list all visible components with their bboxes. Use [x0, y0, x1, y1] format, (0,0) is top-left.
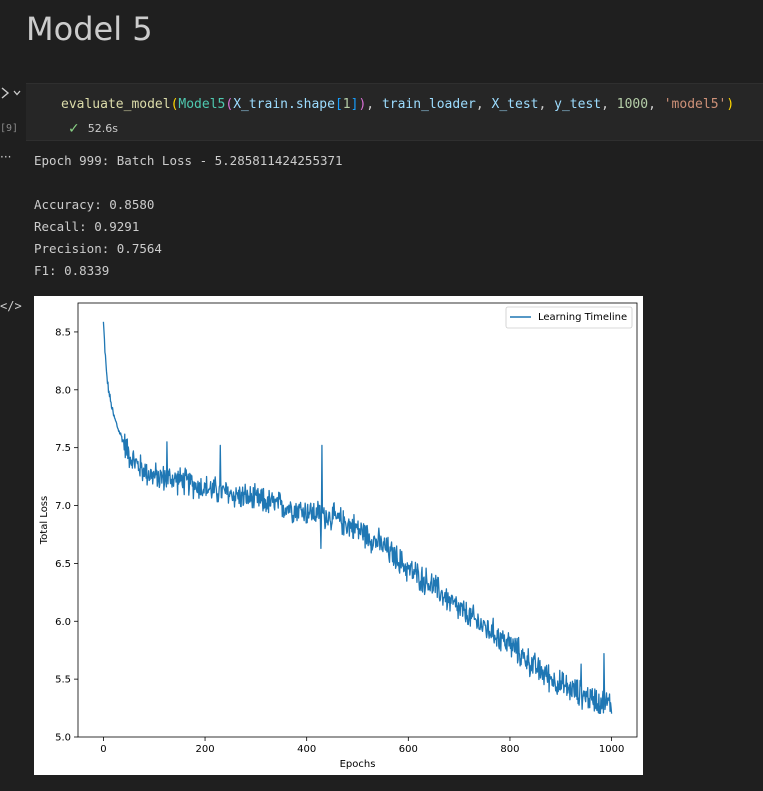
- y-tick-label: 8.5: [55, 327, 71, 338]
- output-line: Recall: 0.9291: [34, 219, 140, 234]
- x-tick-label: 1000: [599, 744, 624, 755]
- code-token-var: X_test: [491, 97, 539, 112]
- y-tick-label: 6.5: [55, 559, 71, 570]
- y-tick-label: 5.5: [55, 675, 71, 686]
- legend: Learning Timeline: [505, 306, 633, 329]
- code-token-comma: ,: [538, 97, 555, 112]
- code-token-comma: ,: [601, 97, 617, 112]
- x-tick-label: 400: [297, 744, 316, 755]
- legend-label: Learning Timeline: [538, 312, 627, 323]
- chevron-down-icon[interactable]: [12, 87, 22, 102]
- output-line: Epoch 999: Batch Loss - 5.28581142425537…: [34, 153, 343, 168]
- plot-output: 0 200 400 600 800 1000 5.0 5.5 6.0 6.5 7.0 7.5 8.0 8.…: [34, 296, 643, 775]
- output-line: Accuracy: 0.8580: [34, 197, 155, 212]
- x-axis-label: Epochs: [340, 759, 376, 770]
- run-icon[interactable]: [0, 86, 10, 104]
- code-icon[interactable]: </>: [0, 299, 22, 313]
- code-token-string: 'model5': [663, 97, 727, 112]
- execution-count: [9]: [0, 123, 19, 134]
- cell-run-controls[interactable]: [0, 86, 26, 106]
- code-token-class: Model5: [178, 97, 226, 112]
- code-token-number: 1: [342, 97, 351, 112]
- x-tick-label: 800: [500, 744, 519, 755]
- code-token-comma: ,: [475, 97, 492, 112]
- output-line: ​: [34, 172, 343, 194]
- code-token-attr: .shape: [288, 97, 335, 112]
- cell-output: Epoch 999: Batch Loss - 5.28581142425537…: [34, 150, 343, 282]
- code-token-paren: ): [358, 97, 367, 112]
- y-tick-label: 7.5: [55, 443, 71, 454]
- execution-duration: 52.6s: [87, 122, 118, 135]
- code-cell[interactable]: evaluate_model(Model5(X_train.shape[1]),…: [26, 83, 763, 141]
- code-token-var: y_test: [554, 97, 602, 112]
- check-icon: ✓: [68, 121, 80, 137]
- legend-box: [505, 306, 633, 329]
- y-tick-label: 6.0: [55, 617, 71, 628]
- x-tick-label: 0: [100, 744, 106, 755]
- series-line-learning-timeline: [102, 321, 613, 715]
- code-token-var: X_train: [233, 97, 288, 112]
- x-tick-label: 200: [195, 744, 214, 755]
- output-line: F1: 0.8339: [34, 263, 110, 278]
- code-token-number: 1000: [616, 97, 649, 112]
- y-tick-label: 8.0: [55, 385, 71, 396]
- y-axis-label: Total Loss: [39, 496, 50, 545]
- y-tick-label: 7.0: [55, 501, 71, 512]
- cell-status: ✓ 52.6s: [68, 120, 118, 137]
- code-token-bracket: [: [334, 97, 343, 112]
- code-token-comma: ,: [366, 97, 382, 112]
- section-heading: Model 5: [26, 10, 153, 48]
- code-token-function: evaluate_model: [61, 97, 171, 112]
- code-token-paren: ): [726, 97, 735, 112]
- y-tick-label: 5.0: [55, 733, 71, 744]
- x-tick-label: 600: [399, 744, 418, 755]
- code-line[interactable]: evaluate_model(Model5(X_train.shape[1]),…: [61, 97, 734, 112]
- code-token-paren: (: [170, 97, 179, 112]
- code-token-paren: (: [225, 97, 234, 112]
- code-token-var: train_loader: [381, 97, 476, 112]
- output-line: Precision: 0.7564: [34, 241, 162, 256]
- code-token-bracket: ]: [350, 97, 359, 112]
- plot-area-frame: [77, 302, 638, 738]
- loss-chart: 0 200 400 600 800 1000 5.0 5.5 6.0 6.5 7.0 7.5 8.0 8.…: [39, 302, 638, 770]
- ellipsis-icon[interactable]: ···: [0, 150, 12, 164]
- code-token-comma: ,: [648, 97, 664, 112]
